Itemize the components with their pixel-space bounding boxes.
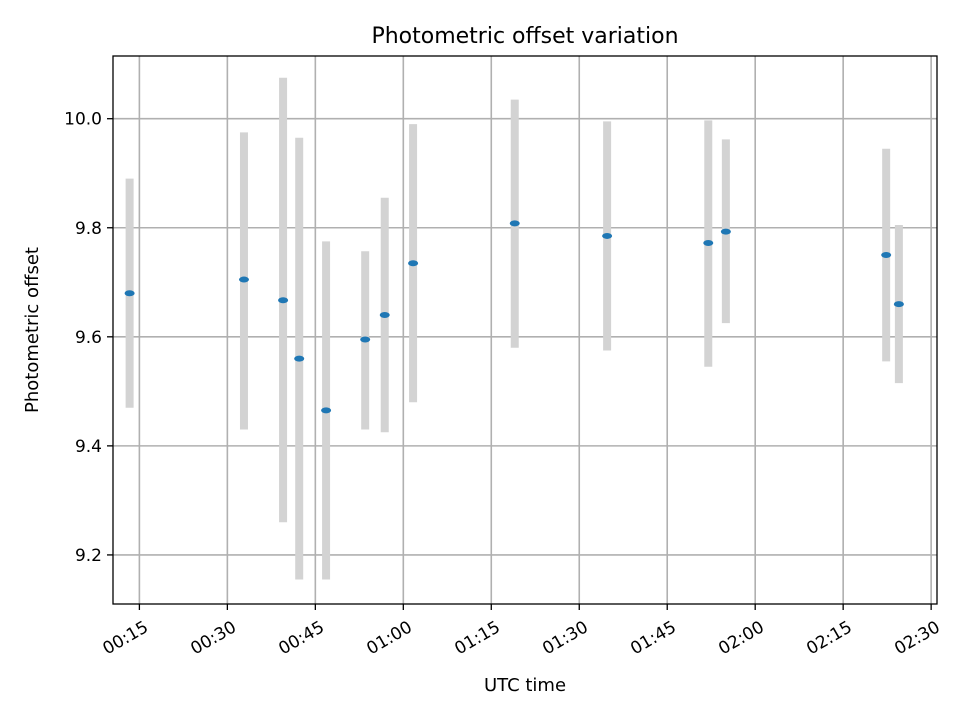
y-tick-label: 9.4 (75, 437, 102, 457)
x-tick-label: 01:00 (363, 617, 415, 659)
tick-layer: 00:15 00:30 00:45 01:00 01:15 01:30 01:45 02:00… (64, 110, 943, 660)
data-point (321, 407, 332, 414)
data-point (720, 228, 731, 235)
data-point (602, 232, 613, 239)
y-axis-label: Photometric offset (22, 247, 43, 413)
x-tick-label: 01:15 (451, 617, 503, 659)
data-point (893, 301, 904, 308)
y-tick-label: 10.0 (64, 110, 102, 130)
data-point (408, 260, 419, 267)
grid-layer (113, 56, 937, 604)
plot-frame (112, 55, 938, 605)
x-tick-label: 00:15 (99, 617, 151, 659)
data-point (379, 312, 390, 319)
data-point (360, 336, 371, 343)
errorbar-layer (125, 77, 903, 580)
data-point (278, 297, 289, 304)
x-tick-label: 02:30 (891, 617, 943, 659)
x-tick-label: 02:00 (715, 617, 767, 659)
y-tick-label: 9.2 (75, 546, 102, 566)
x-tick-label: 01:30 (539, 617, 591, 659)
x-tick-label: 00:30 (187, 617, 239, 659)
y-tick-label: 9.6 (75, 328, 102, 348)
marker-layer (124, 220, 904, 414)
x-tick-label: 02:15 (803, 617, 855, 659)
y-tick-label: 9.8 (75, 219, 102, 239)
x-tick-label: 00:45 (275, 617, 327, 659)
data-point (238, 276, 249, 283)
data-point (703, 240, 714, 247)
x-tick-label: 01:45 (627, 617, 679, 659)
x-axis-label: UTC time (484, 675, 566, 696)
data-point (124, 290, 135, 297)
data-point (881, 252, 892, 259)
chart-title: Photometric offset variation (371, 24, 678, 49)
data-point (509, 220, 520, 227)
data-point (294, 355, 305, 362)
